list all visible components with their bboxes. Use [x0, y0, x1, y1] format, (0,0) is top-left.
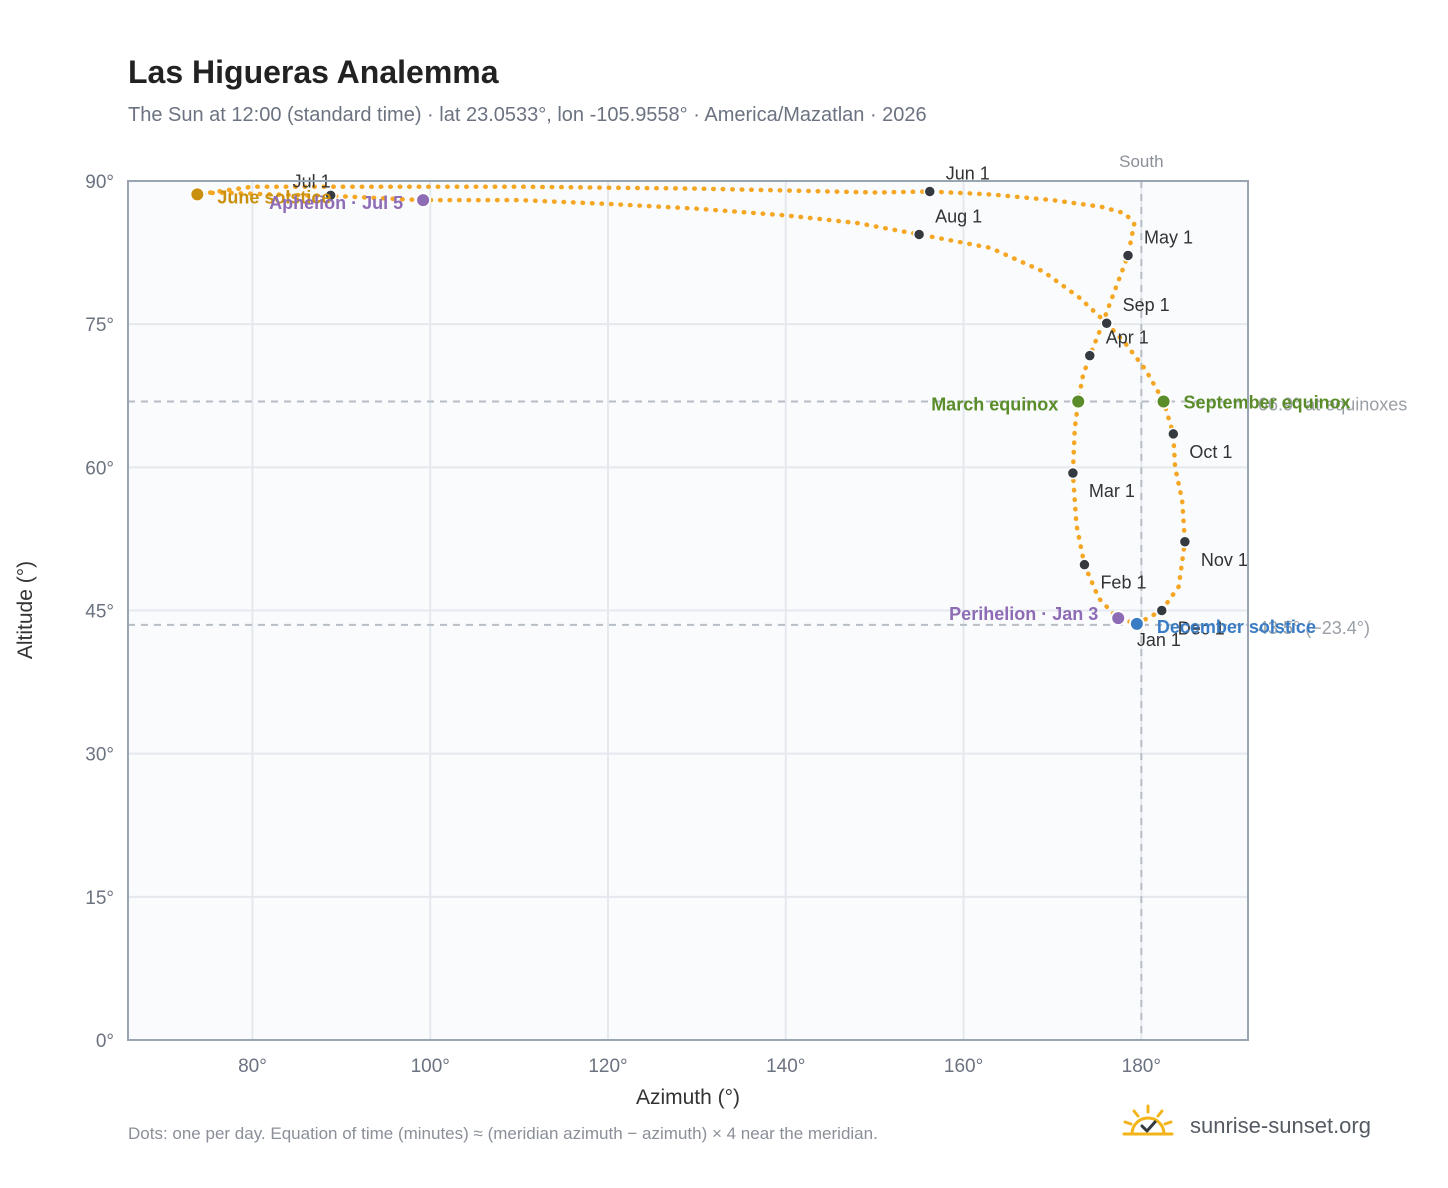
month-marker-label: Sep 1 [1123, 295, 1170, 315]
month-marker-label: Dec 1 [1178, 619, 1225, 639]
x-tick-label: 180° [1122, 1056, 1161, 1077]
y-tick-label: 90° [85, 172, 114, 193]
x-tick-label: 120° [588, 1056, 627, 1077]
y-tick-label: 75° [85, 315, 114, 336]
footnote: Dots: one per day. Equation of time (min… [128, 1124, 878, 1143]
x-tick-label: 160° [944, 1056, 983, 1077]
month-marker-dot [1078, 558, 1091, 571]
meridian-label: South [1119, 152, 1163, 171]
month-marker-dot [912, 228, 926, 241]
y-tick-label: 60° [85, 458, 114, 479]
month-marker-label: Oct 1 [1189, 442, 1232, 462]
sun-check-icon [1122, 1104, 1174, 1136]
reference-line-label: 43.5° (−23.4°) [1258, 618, 1370, 638]
event-marker-label: Aphelion · Jul 5 [269, 193, 403, 213]
month-marker-dot [1178, 535, 1192, 549]
month-marker-dot [324, 189, 337, 202]
event-marker-label: Perihelion · Jan 3 [949, 604, 1098, 624]
y-tick-label: 45° [85, 602, 114, 623]
analemma-path [195, 184, 1188, 627]
event-marker-dot [1070, 393, 1087, 410]
month-marker-label: Nov 1 [1201, 550, 1248, 570]
axes: 80° 100° 120° 140° 160° 180° 0° 15° 30° 45° 60° 75°… [85, 172, 1249, 1077]
month-marker-dot [1167, 427, 1180, 441]
month-marker-dot [1121, 249, 1135, 262]
month-marker-label: Feb 1 [1100, 573, 1146, 593]
y-tick-label: 30° [85, 745, 114, 766]
month-marker-dot [1083, 349, 1097, 362]
month-marker-label: May 1 [1144, 227, 1193, 247]
y-tick-label: 15° [85, 888, 114, 909]
month-marker-label: Aug 1 [935, 206, 982, 226]
month-marker-dot [1100, 316, 1113, 330]
event-marker-label: March equinox [931, 394, 1058, 414]
y-axis-title: Altitude (°) [14, 561, 37, 659]
event-marker-dot [1155, 393, 1172, 410]
event-marker-dot [1110, 610, 1127, 627]
event-marker-label: December solstice [1157, 617, 1316, 637]
event-marker-label: June solstice [217, 187, 331, 207]
chart-subtitle: The Sun at 12:00 (standard time) · lat 2… [128, 104, 927, 126]
event-marker-dot [189, 186, 206, 203]
plot-frame [127, 180, 1249, 1041]
reference-line-label: 66.9° at equinoxes [1258, 394, 1407, 414]
month-marker-label: Jun 1 [946, 163, 990, 183]
brand-name: sunrise-sunset.org [1190, 1113, 1371, 1138]
x-tick-label: 140° [766, 1056, 805, 1077]
month-marker-dot [1155, 604, 1169, 617]
month-marker-label: Mar 1 [1089, 481, 1135, 501]
event-marker-label: September equinox [1184, 392, 1351, 412]
x-axis-title: Azimuth (°) [636, 1086, 740, 1109]
analemma-curve [195, 184, 1188, 627]
y-tick-label: 0° [96, 1031, 114, 1052]
month-marker-dot [1066, 466, 1080, 480]
brand-logo: sunrise-sunset.org [1122, 1104, 1392, 1144]
reference-lines: South 66.9° at equinoxes 43.5° (−23.4°) [128, 152, 1407, 1040]
chart-title: Las Higueras Analemma [128, 54, 499, 90]
event-marker-dot [415, 192, 432, 209]
month-marker-dot [923, 185, 937, 198]
event-marker-dot [1128, 615, 1145, 632]
event-markers: March equinox September equinox June solst… [189, 186, 1351, 637]
month-marker-label: Jan 1 [1137, 630, 1181, 650]
month-marker-label: Apr 1 [1106, 328, 1149, 348]
x-tick-label: 100° [411, 1056, 450, 1077]
x-tick-label: 80° [238, 1056, 267, 1077]
